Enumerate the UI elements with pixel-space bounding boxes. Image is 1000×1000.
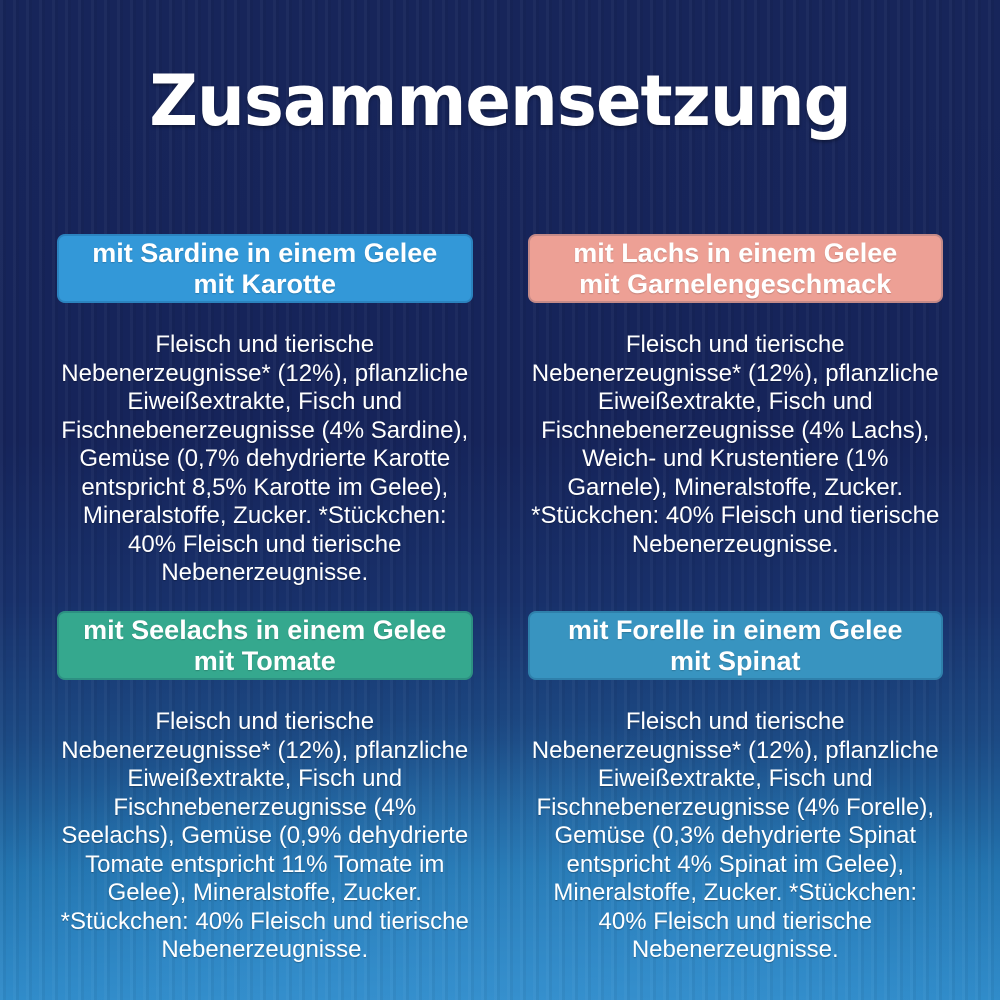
section-forelle-spinat: mit Forelle in einem Gelee mit Spinat Fl… [527, 611, 943, 965]
section-body-forelle-spinat: Fleisch und tierische Nebenerzeugnisse* … [531, 708, 939, 963]
header-line-2: mit Karotte [193, 268, 336, 299]
header-line-1: mit Lachs in einem Gelee [573, 237, 898, 268]
section-header-sardine-karotte: mit Sardine in einem Gelee mit Karotte [57, 234, 473, 303]
section-body-seelachs-tomate: Fleisch und tierische Nebenerzeugnisse* … [60, 708, 469, 963]
header-line-2: mit Garnelengeschmack [579, 268, 892, 299]
sections-grid: mit Sardine in einem Gelee mit Karotte F… [0, 234, 1000, 965]
section-header-forelle-spinat: mit Forelle in einem Gelee mit Spinat [527, 611, 943, 680]
header-line-1: mit Sardine in einem Gelee [92, 237, 438, 268]
section-body-sardine-karotte: Fleisch und tierische Nebenerzeugnisse* … [61, 331, 469, 586]
section-header-lachs-garnelengeschmack: mit Lachs in einem Gelee mit Garnelenges… [527, 234, 943, 303]
section-header-seelachs-tomate: mit Seelachs in einem Gelee mit Tomate [57, 611, 473, 680]
page-title: Zusammensetzung [149, 60, 852, 142]
section-sardine-karotte: mit Sardine in einem Gelee mit Karotte F… [57, 234, 473, 611]
header-line-2: mit Tomate [193, 645, 336, 676]
section-seelachs-tomate: mit Seelachs in einem Gelee mit Tomate F… [57, 611, 473, 965]
header-line-2: mit Spinat [669, 645, 801, 676]
header-line-1: mit Forelle in einem Gelee [567, 614, 903, 645]
section-lachs-garnelengeschmack: mit Lachs in einem Gelee mit Garnelenges… [527, 234, 943, 611]
section-body-lachs-garnelengeschmack: Fleisch und tierische Nebenerzeugnisse* … [531, 331, 940, 558]
header-line-1: mit Seelachs in einem Gelee [83, 614, 447, 645]
